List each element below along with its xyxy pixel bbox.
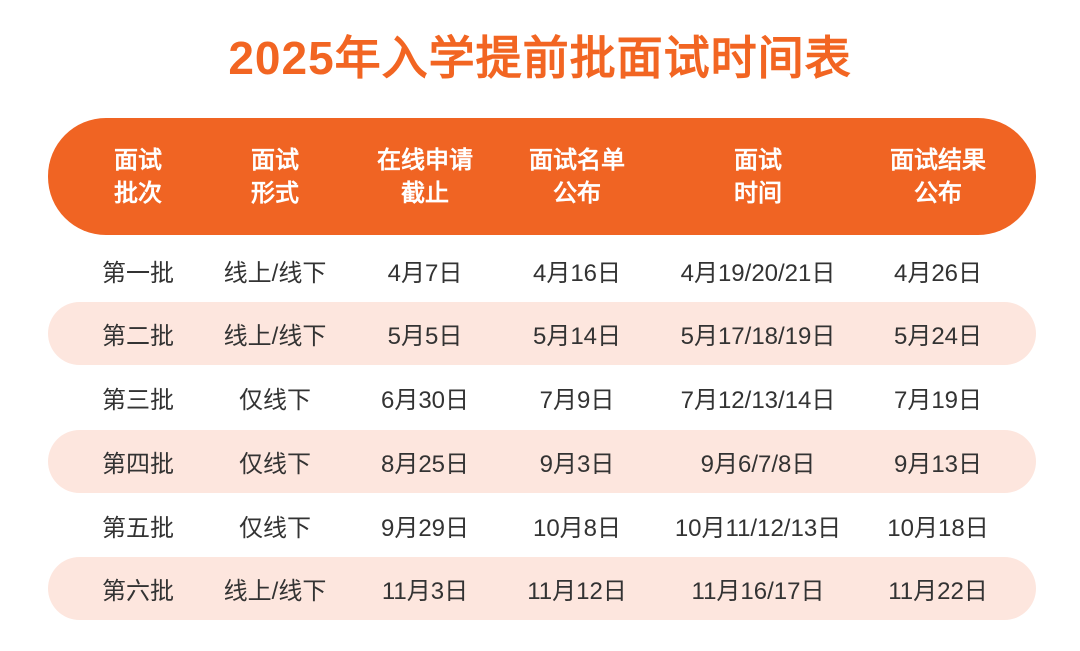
table-cell: 4月26日 (893, 260, 983, 287)
table-cell: 线上/线下 (223, 260, 327, 287)
table-cell: 8月25日 (380, 451, 470, 478)
column-header-line: 在线申请 (377, 146, 473, 174)
table-row: 第六批 线上/线下 11月3日 11月12日 11月16/17日 11月22日 (48, 557, 1036, 620)
table-cell: 5月24日 (893, 323, 983, 350)
column-header: 面试 批次 (114, 118, 162, 235)
table-cell: 9月3日 (539, 451, 615, 478)
table-cell: 9月13日 (893, 451, 983, 478)
column-header-line: 面试名单 (529, 146, 625, 174)
column-header: 面试名单 公布 (529, 118, 625, 235)
column-header-line: 面试 (251, 146, 299, 174)
column-header-line: 面试 (114, 146, 162, 174)
table-cell: 第三批 (102, 387, 174, 414)
table-cell: 第二批 (102, 323, 174, 350)
table-cell: 线上/线下 (223, 323, 327, 350)
table-cell: 5月5日 (387, 323, 463, 350)
table-row: 第三批 仅线下 6月30日 7月9日 7月12/13/14日 7月19日 (48, 366, 1036, 429)
column-header: 面试 形式 (251, 118, 299, 235)
table-cell: 第一批 (102, 260, 174, 287)
table-cell: 第六批 (102, 578, 174, 605)
table-cell: 11月3日 (381, 578, 469, 605)
table-cell: 5月14日 (532, 323, 622, 350)
column-header-line: 时间 (734, 179, 782, 207)
table-row: 第一批 线上/线下 4月7日 4月16日 4月19/20/21日 4月26日 (48, 239, 1036, 302)
column-header-line: 公布 (553, 179, 601, 207)
table-cell: 11月16/17日 (691, 578, 825, 605)
column-header-line: 面试结果 (890, 146, 986, 174)
table-row: 第四批 仅线下 8月25日 9月3日 9月6/7/8日 9月13日 (48, 430, 1036, 493)
table-cell: 10月11/12/13日 (674, 515, 842, 542)
table-cell: 线上/线下 (223, 578, 327, 605)
table-cell: 4月19/20/21日 (680, 260, 836, 287)
table-cell: 第五批 (102, 515, 174, 542)
table-cell: 11月22日 (888, 578, 988, 605)
table-header: 面试 批次 面试 形式 在线申请 截止 面试名单 公布 面试 时间 面试结果 公布 (48, 118, 1036, 235)
column-header-line: 批次 (114, 179, 162, 207)
column-header-line: 形式 (251, 179, 299, 207)
table-cell: 11月12日 (527, 578, 627, 605)
table-cell: 10月8日 (532, 515, 622, 542)
table-cell: 10月18日 (887, 515, 989, 542)
table-cell: 5月17/18/19日 (680, 323, 836, 350)
table-cell: 仅线下 (239, 451, 311, 478)
column-header-line: 面试 (734, 146, 782, 174)
page-title: 2025年入学提前批面试时间表 (228, 32, 852, 84)
table-row: 第五批 仅线下 9月29日 10月8日 10月11/12/13日 10月18日 (48, 494, 1036, 557)
table-cell: 9月6/7/8日 (700, 451, 816, 478)
column-header-line: 公布 (914, 179, 962, 207)
table-cell: 9月29日 (380, 515, 470, 542)
table-cell: 4月7日 (387, 260, 463, 287)
table-cell: 4月16日 (532, 260, 622, 287)
table-cell: 7月19日 (893, 387, 983, 414)
column-header: 面试结果 公布 (890, 118, 986, 235)
column-header: 面试 时间 (734, 118, 782, 235)
table-cell: 7月9日 (539, 387, 615, 414)
column-header-line: 截止 (401, 179, 449, 207)
table-cell: 6月30日 (380, 387, 470, 414)
table-cell: 第四批 (102, 451, 174, 478)
table-cell: 仅线下 (239, 387, 311, 414)
table-cell: 仅线下 (239, 515, 311, 542)
column-header: 在线申请 截止 (377, 118, 473, 235)
table-cell: 7月12/13/14日 (680, 387, 836, 414)
table-row: 第二批 线上/线下 5月5日 5月14日 5月17/18/19日 5月24日 (48, 302, 1036, 365)
